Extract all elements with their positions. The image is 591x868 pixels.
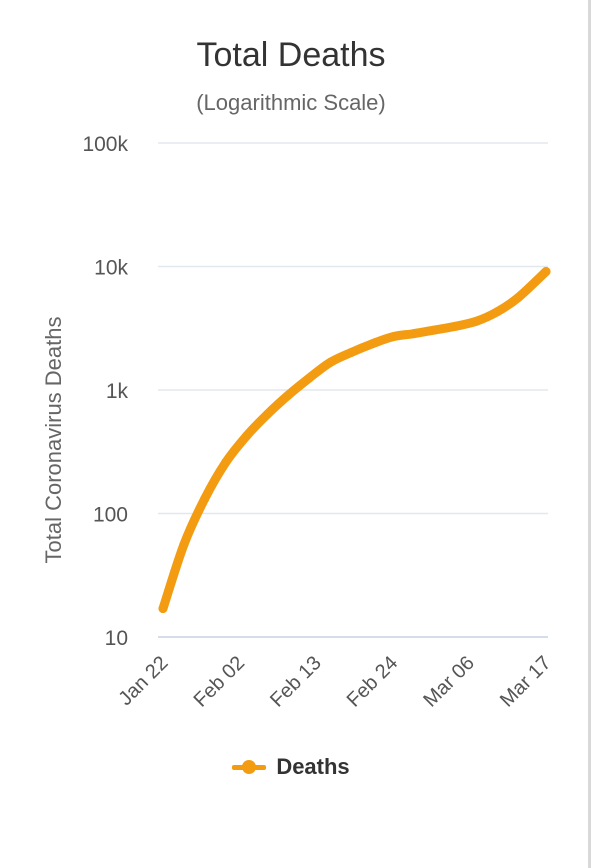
right-edge-border	[588, 0, 591, 868]
data-point-deaths	[388, 332, 398, 342]
x-tick-label: Mar 06	[419, 652, 479, 712]
y-axis-title: Total Coronavirus Deaths	[41, 316, 66, 563]
y-tick-label: 100	[93, 504, 128, 527]
data-point-deaths	[200, 494, 210, 504]
data-point-deaths	[262, 409, 272, 419]
data-point-deaths	[471, 316, 481, 326]
data-point-deaths	[513, 293, 523, 303]
x-tick-label: Feb 24	[343, 652, 403, 712]
x-tick-label: Feb 13	[266, 652, 326, 712]
data-point-deaths	[492, 307, 502, 317]
data-point-deaths	[409, 329, 419, 339]
legend-label-deaths: Deaths	[276, 754, 350, 779]
x-tick-label: Mar 17	[496, 652, 556, 712]
chart-title: Total Deaths	[196, 36, 386, 74]
y-tick-label: 1k	[106, 380, 129, 403]
data-point-deaths	[179, 540, 189, 550]
data-point-deaths	[221, 457, 231, 467]
legend[interactable]: Deaths	[0, 754, 582, 780]
series-line-deaths	[158, 267, 551, 614]
data-point-deaths	[304, 373, 314, 383]
data-point-deaths	[430, 325, 440, 335]
data-point-deaths	[325, 357, 335, 367]
data-point-deaths	[158, 604, 168, 614]
x-tick-label: Feb 02	[190, 652, 250, 712]
data-point-deaths	[450, 321, 460, 331]
data-point-deaths	[367, 339, 377, 349]
data-point-deaths	[242, 431, 252, 441]
data-point-deaths	[283, 390, 293, 400]
y-tick-label: 100k	[82, 133, 128, 156]
legend-line-marker-icon	[232, 760, 267, 774]
data-point-deaths	[541, 267, 551, 277]
y-tick-label: 10k	[94, 257, 128, 280]
x-tick-label: Jan 22	[115, 652, 173, 710]
y-tick-label: 10	[105, 627, 128, 650]
data-point-deaths	[346, 348, 356, 358]
chart-subtitle: (Logarithmic Scale)	[196, 90, 386, 115]
